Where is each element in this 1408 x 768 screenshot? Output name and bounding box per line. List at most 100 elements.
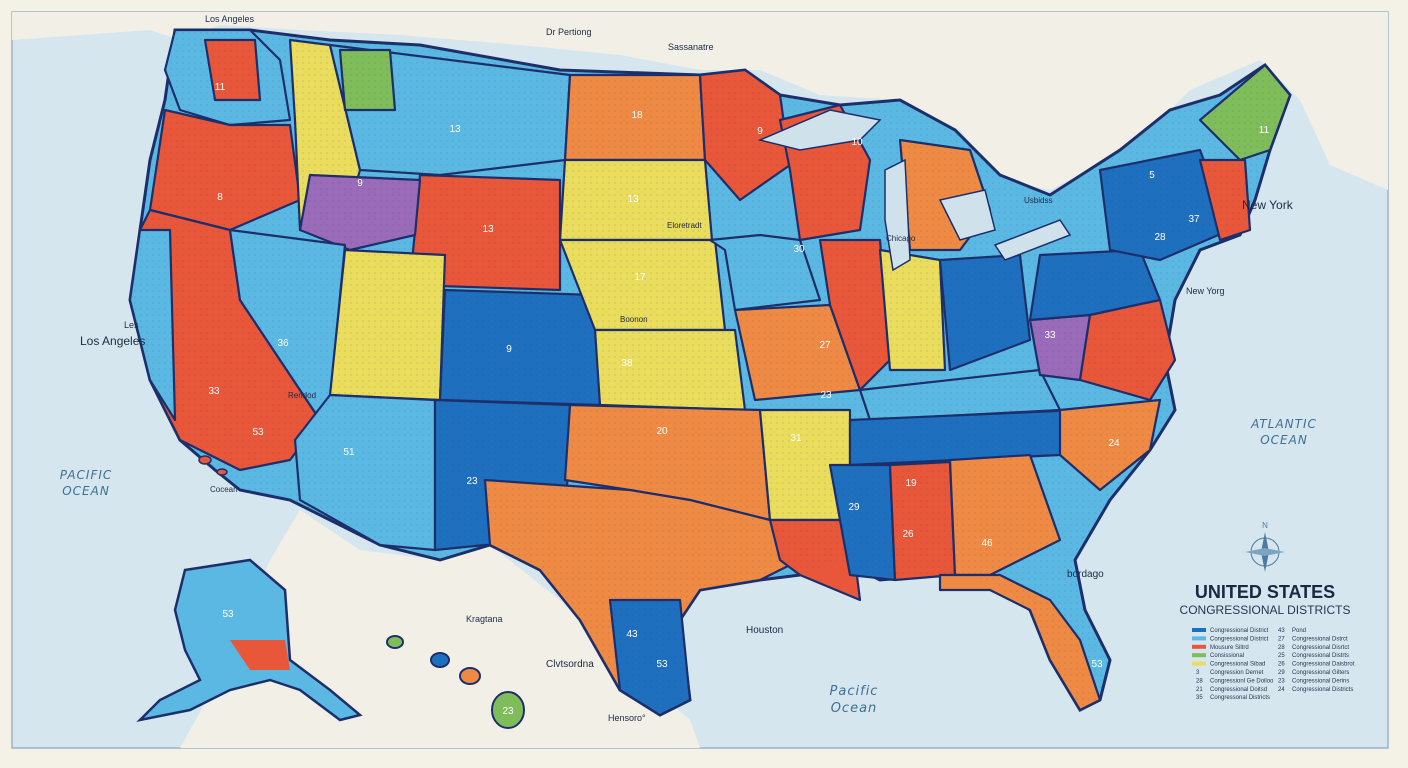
legend-entry: 3 Congression Dernet <box>1196 670 1264 676</box>
legend-text: Congressional Gilters <box>1292 670 1349 676</box>
legend-code: 3 <box>1196 670 1200 676</box>
label-boonon: Boonon <box>620 315 648 324</box>
district-number-ma: 37 <box>1188 214 1200 225</box>
legend-swatch <box>1192 636 1206 641</box>
ocean-pacific2-line2: Ocean <box>831 701 878 716</box>
map-title: UNITED STATES <box>1195 582 1335 602</box>
lake-michigan <box>884 158 911 272</box>
district-number-hi: 23 <box>502 706 514 717</box>
label-los-angeles: Los Angeles <box>80 334 145 348</box>
district-number-mn: 9 <box>757 126 763 137</box>
label-kragtana: Kragtana <box>466 614 503 624</box>
legend-text: Pond <box>1292 628 1306 634</box>
alaska-south <box>230 640 290 670</box>
district-number-il: 30 <box>793 244 805 255</box>
legend-text: Congression Dernet <box>1210 670 1264 676</box>
legend-entry: Mousure Siltrd <box>1192 644 1249 651</box>
district-number-nv: 36 <box>277 338 289 349</box>
legend-entry: 23 Congressional Derins <box>1278 678 1349 684</box>
legend-text: Congressionl Ge Doiloo <box>1210 678 1274 684</box>
legend-code: 27 <box>1278 636 1285 642</box>
legend-entry: 24 Congressional Districts <box>1278 687 1353 693</box>
channel-islands <box>198 455 228 476</box>
legend-code: 35 <box>1196 695 1203 701</box>
district-number-wv: 33 <box>1044 330 1056 341</box>
district-number-tx: 43 <box>626 629 638 640</box>
label-new-york-2: New Yorg <box>1186 286 1225 296</box>
legend-entry: 26 Congressional Daisbrot <box>1278 662 1355 668</box>
compass-rose: N <box>1245 521 1285 572</box>
ocean-atlantic-line2: OCEAN <box>1260 433 1308 447</box>
legend-text: Congressional Dstrct <box>1292 636 1348 642</box>
legend-swatch <box>1192 644 1206 649</box>
lake-superior <box>757 109 882 151</box>
label-hensoro: Hensoro° <box>608 713 646 723</box>
district-number-ks: 38 <box>621 358 633 369</box>
district-number-nm: 23 <box>466 476 478 487</box>
district-number-ok: 20 <box>656 426 668 437</box>
hawaii <box>386 635 525 729</box>
canada-land <box>12 12 1388 190</box>
legend-code: 29 <box>1278 670 1285 676</box>
legend-text: Congressional Distrts <box>1292 653 1349 659</box>
legend-entry: Congressional District <box>1192 636 1269 642</box>
legend-right: 43 Pond 27 Congressional Dstrct 28 Congressio… <box>1278 628 1355 693</box>
legend-text: Congressional Doitsd <box>1210 687 1267 693</box>
ocean-pacific-line1: PACIFIC <box>60 468 113 482</box>
ocean-pacific-line2: OCEAN <box>62 484 110 498</box>
legend-text: Mousure Siltrd <box>1210 645 1249 651</box>
legend-swatch <box>1192 628 1206 632</box>
district-number-ut: 9 <box>506 344 512 355</box>
label-top-left: Los Angeles <box>205 14 255 24</box>
legend-left: Congressional District Congressional Dist… <box>1192 628 1274 701</box>
district-number-or: 8 <box>217 192 223 203</box>
district-number-fl: 53 <box>1091 659 1103 670</box>
legend-text: Congressional Districts <box>1292 687 1353 693</box>
legend-text: Congressional Derins <box>1292 678 1349 684</box>
ocean-pacific2-line1: Pacific <box>830 684 879 699</box>
district-number-ga: 46 <box>981 538 993 549</box>
district-number-wa: 11 <box>215 82 226 93</box>
legend-code: 21 <box>1196 687 1203 693</box>
legend-text: Congressional Daisbrot <box>1292 662 1355 668</box>
label-civtsordna: Clvtsordna <box>546 659 594 670</box>
legend-code: 24 <box>1278 687 1285 693</box>
legend-entry: Congressional Sibad <box>1192 661 1265 668</box>
district-number-wy: 13 <box>482 224 494 235</box>
map-subtitle: CONGRESSIONAL DISTRICTS <box>1180 603 1351 617</box>
compass-north-label: N <box>1262 521 1268 530</box>
legend-entry: 35 Congressonal Districts <box>1196 695 1270 701</box>
district-number-ny: 5 <box>1149 170 1155 181</box>
district-number-al: 26 <box>902 529 914 540</box>
district-texture <box>130 30 1290 715</box>
label-cocean: Cocean <box>210 485 238 494</box>
legend-text: Congressonal Districts <box>1210 695 1270 701</box>
legend-code: 26 <box>1278 662 1285 668</box>
legend-entry: 28 Congressional Disrtct <box>1278 645 1349 651</box>
label-top-center-2: Sassanatre <box>668 42 714 52</box>
district-number-ar: 31 <box>790 433 802 444</box>
ocean-atlantic-line1: ATLANTIC <box>1250 417 1317 431</box>
lake-huron <box>938 189 996 241</box>
district-number-co: 17 <box>634 272 646 283</box>
legend-entry: 21 Congressional Doitsd <box>1196 687 1267 693</box>
legend-entry: Consissional <box>1192 653 1244 659</box>
district-number-mt: 13 <box>449 124 461 135</box>
district-number-tn: 19 <box>905 478 917 489</box>
legend-code: 43 <box>1278 628 1285 634</box>
district-number-ak: 53 <box>222 609 234 620</box>
legend-entry: 43 Pond <box>1278 628 1306 634</box>
district-number-ca2: 33 <box>208 386 220 397</box>
legend-code: 28 <box>1278 645 1285 651</box>
legend-code: 25 <box>1278 653 1285 659</box>
district-number-sd: 13 <box>627 194 639 205</box>
district-number-pa: 28 <box>1154 232 1166 243</box>
legend-entry: 28 Congressionl Ge Doiloo <box>1196 678 1274 684</box>
label-new-york: New York <box>1242 198 1294 212</box>
district-number-id: 9 <box>357 178 363 189</box>
district-numbers: 11 13 18 9 8 9 13 13 36 9 17 53 33 51 23… <box>208 82 1269 717</box>
label-rendod: Rendod <box>288 391 316 400</box>
district-number-mo: 23 <box>820 390 832 401</box>
legend-swatch <box>1192 661 1206 666</box>
legend-code: 28 <box>1196 678 1203 684</box>
